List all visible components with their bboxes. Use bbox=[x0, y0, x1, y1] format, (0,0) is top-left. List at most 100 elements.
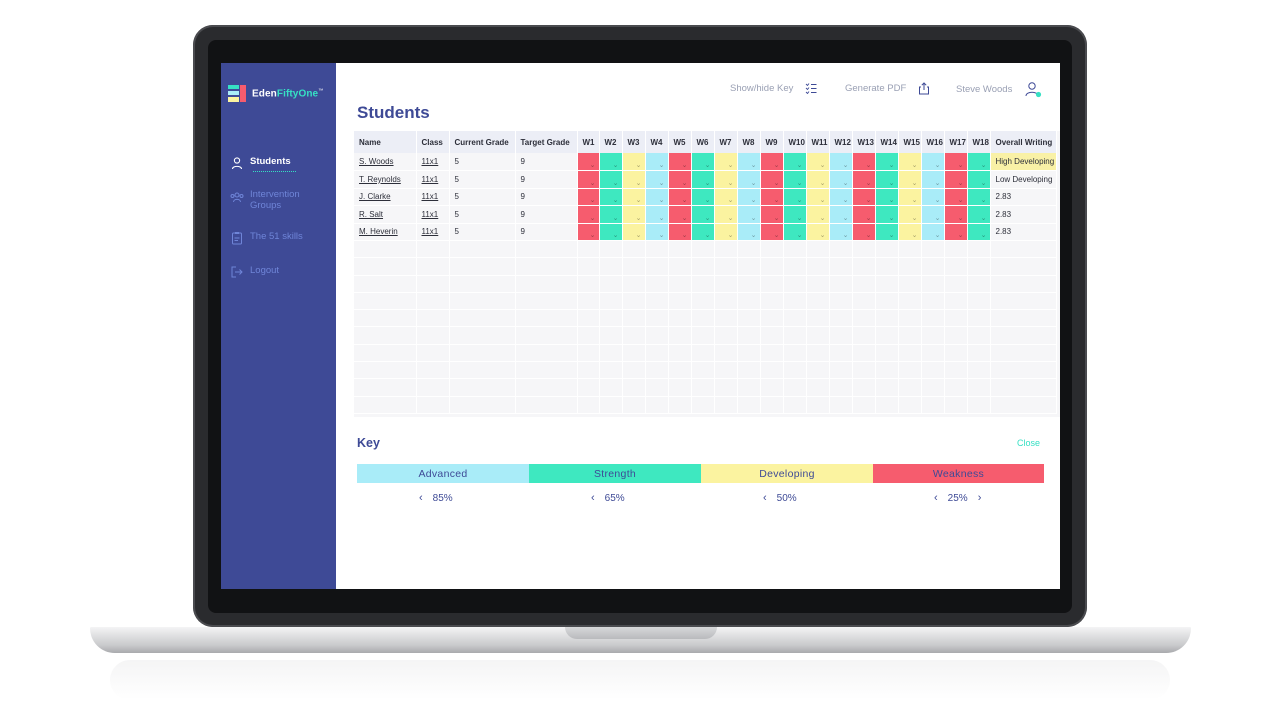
week-level-select[interactable] bbox=[691, 205, 715, 224]
week-level-select[interactable] bbox=[967, 153, 991, 171]
week-level-select[interactable] bbox=[577, 188, 600, 206]
week-level-select[interactable] bbox=[898, 170, 922, 189]
week-level-select[interactable] bbox=[668, 188, 692, 206]
week-level-select[interactable] bbox=[599, 205, 623, 224]
week-level-select[interactable] bbox=[783, 223, 807, 241]
week-level-select[interactable] bbox=[622, 170, 646, 189]
week-level-select[interactable] bbox=[967, 223, 991, 241]
week-level-select[interactable] bbox=[967, 205, 991, 224]
student-class-link[interactable]: 11x1 bbox=[416, 153, 450, 171]
week-level-select[interactable] bbox=[921, 170, 945, 189]
app-logo[interactable]: EdenFiftyOne™ bbox=[228, 85, 323, 103]
key-close-link[interactable]: Close bbox=[1017, 438, 1041, 448]
week-level-select[interactable] bbox=[944, 153, 968, 171]
week-level-select[interactable] bbox=[691, 170, 715, 189]
week-level-select[interactable] bbox=[829, 170, 853, 189]
week-level-select[interactable] bbox=[783, 170, 807, 189]
week-level-select[interactable] bbox=[829, 223, 853, 241]
week-level-select[interactable] bbox=[714, 188, 738, 206]
week-level-select[interactable] bbox=[806, 170, 830, 189]
week-level-select[interactable] bbox=[829, 205, 853, 224]
week-level-select[interactable] bbox=[783, 188, 807, 206]
chevron-right-icon[interactable]: › bbox=[977, 492, 982, 504]
week-level-select[interactable] bbox=[875, 188, 899, 206]
week-level-select[interactable] bbox=[714, 205, 738, 224]
week-level-select[interactable] bbox=[691, 188, 715, 206]
chevron-left-icon[interactable]: ‹ bbox=[934, 492, 938, 504]
week-level-select[interactable] bbox=[622, 153, 646, 171]
week-level-select[interactable] bbox=[599, 188, 623, 206]
week-level-select[interactable] bbox=[921, 153, 945, 171]
sidebar-item-intervention-groups[interactable]: Intervention Groups bbox=[230, 189, 312, 211]
show-hide-key-button[interactable]: Show/hide Key bbox=[730, 82, 817, 94]
week-level-select[interactable] bbox=[622, 223, 646, 241]
week-level-select[interactable] bbox=[760, 153, 784, 171]
week-level-select[interactable] bbox=[645, 223, 669, 241]
week-level-select[interactable] bbox=[622, 205, 646, 224]
student-name-link[interactable]: J. Clarke bbox=[354, 188, 417, 206]
week-level-select[interactable] bbox=[944, 188, 968, 206]
week-level-select[interactable] bbox=[852, 223, 876, 241]
week-level-select[interactable] bbox=[852, 153, 876, 171]
week-level-select[interactable] bbox=[829, 153, 853, 171]
week-level-select[interactable] bbox=[599, 170, 623, 189]
week-level-select[interactable] bbox=[921, 205, 945, 224]
week-level-select[interactable] bbox=[852, 170, 876, 189]
week-level-select[interactable] bbox=[806, 153, 830, 171]
week-level-select[interactable] bbox=[806, 188, 830, 206]
week-level-select[interactable] bbox=[714, 170, 738, 189]
week-level-select[interactable] bbox=[783, 153, 807, 171]
week-level-select[interactable] bbox=[737, 205, 761, 224]
chevron-left-icon[interactable]: ‹ bbox=[419, 492, 423, 504]
generate-pdf-button[interactable]: Generate PDF bbox=[845, 82, 930, 95]
week-level-select[interactable] bbox=[875, 170, 899, 189]
user-menu[interactable]: Steve Woods bbox=[956, 80, 1042, 98]
student-name-link[interactable]: T. Reynolds bbox=[354, 170, 417, 189]
week-level-select[interactable] bbox=[668, 205, 692, 224]
student-class-link[interactable]: 11x1 bbox=[416, 170, 450, 189]
week-level-select[interactable] bbox=[852, 188, 876, 206]
week-level-select[interactable] bbox=[737, 223, 761, 241]
week-level-select[interactable] bbox=[898, 188, 922, 206]
student-class-link[interactable]: 11x1 bbox=[416, 223, 450, 241]
student-name-link[interactable]: M. Heverin bbox=[354, 223, 417, 241]
week-level-select[interactable] bbox=[898, 153, 922, 171]
week-level-select[interactable] bbox=[599, 153, 623, 171]
week-level-select[interactable] bbox=[577, 205, 600, 224]
week-level-select[interactable] bbox=[944, 170, 968, 189]
sidebar-item-logout[interactable]: Logout bbox=[230, 265, 279, 279]
week-level-select[interactable] bbox=[737, 153, 761, 171]
week-level-select[interactable] bbox=[760, 205, 784, 224]
week-level-select[interactable] bbox=[622, 188, 646, 206]
week-level-select[interactable] bbox=[668, 153, 692, 171]
week-level-select[interactable] bbox=[577, 170, 600, 189]
week-level-select[interactable] bbox=[806, 223, 830, 241]
week-level-select[interactable] bbox=[760, 170, 784, 189]
week-level-select[interactable] bbox=[668, 170, 692, 189]
week-level-select[interactable] bbox=[921, 188, 945, 206]
week-level-select[interactable] bbox=[691, 223, 715, 241]
week-level-select[interactable] bbox=[967, 170, 991, 189]
student-class-link[interactable]: 11x1 bbox=[416, 205, 450, 224]
week-level-select[interactable] bbox=[645, 170, 669, 189]
student-class-link[interactable]: 11x1 bbox=[416, 188, 450, 206]
student-name-link[interactable]: S. Woods bbox=[354, 153, 417, 171]
week-level-select[interactable] bbox=[944, 205, 968, 224]
week-level-select[interactable] bbox=[829, 188, 853, 206]
week-level-select[interactable] bbox=[760, 188, 784, 206]
week-level-select[interactable] bbox=[852, 205, 876, 224]
week-level-select[interactable] bbox=[737, 188, 761, 206]
week-level-select[interactable] bbox=[599, 223, 623, 241]
week-level-select[interactable] bbox=[898, 205, 922, 224]
chevron-left-icon[interactable]: ‹ bbox=[591, 492, 595, 504]
week-level-select[interactable] bbox=[714, 223, 738, 241]
student-name-link[interactable]: R. Salt bbox=[354, 205, 417, 224]
week-level-select[interactable] bbox=[714, 153, 738, 171]
week-level-select[interactable] bbox=[898, 223, 922, 241]
week-level-select[interactable] bbox=[645, 153, 669, 171]
week-level-select[interactable] bbox=[577, 223, 600, 241]
week-level-select[interactable] bbox=[921, 223, 945, 241]
week-level-select[interactable] bbox=[944, 223, 968, 241]
sidebar-item-students[interactable]: Students bbox=[230, 156, 291, 170]
week-level-select[interactable] bbox=[668, 223, 692, 241]
